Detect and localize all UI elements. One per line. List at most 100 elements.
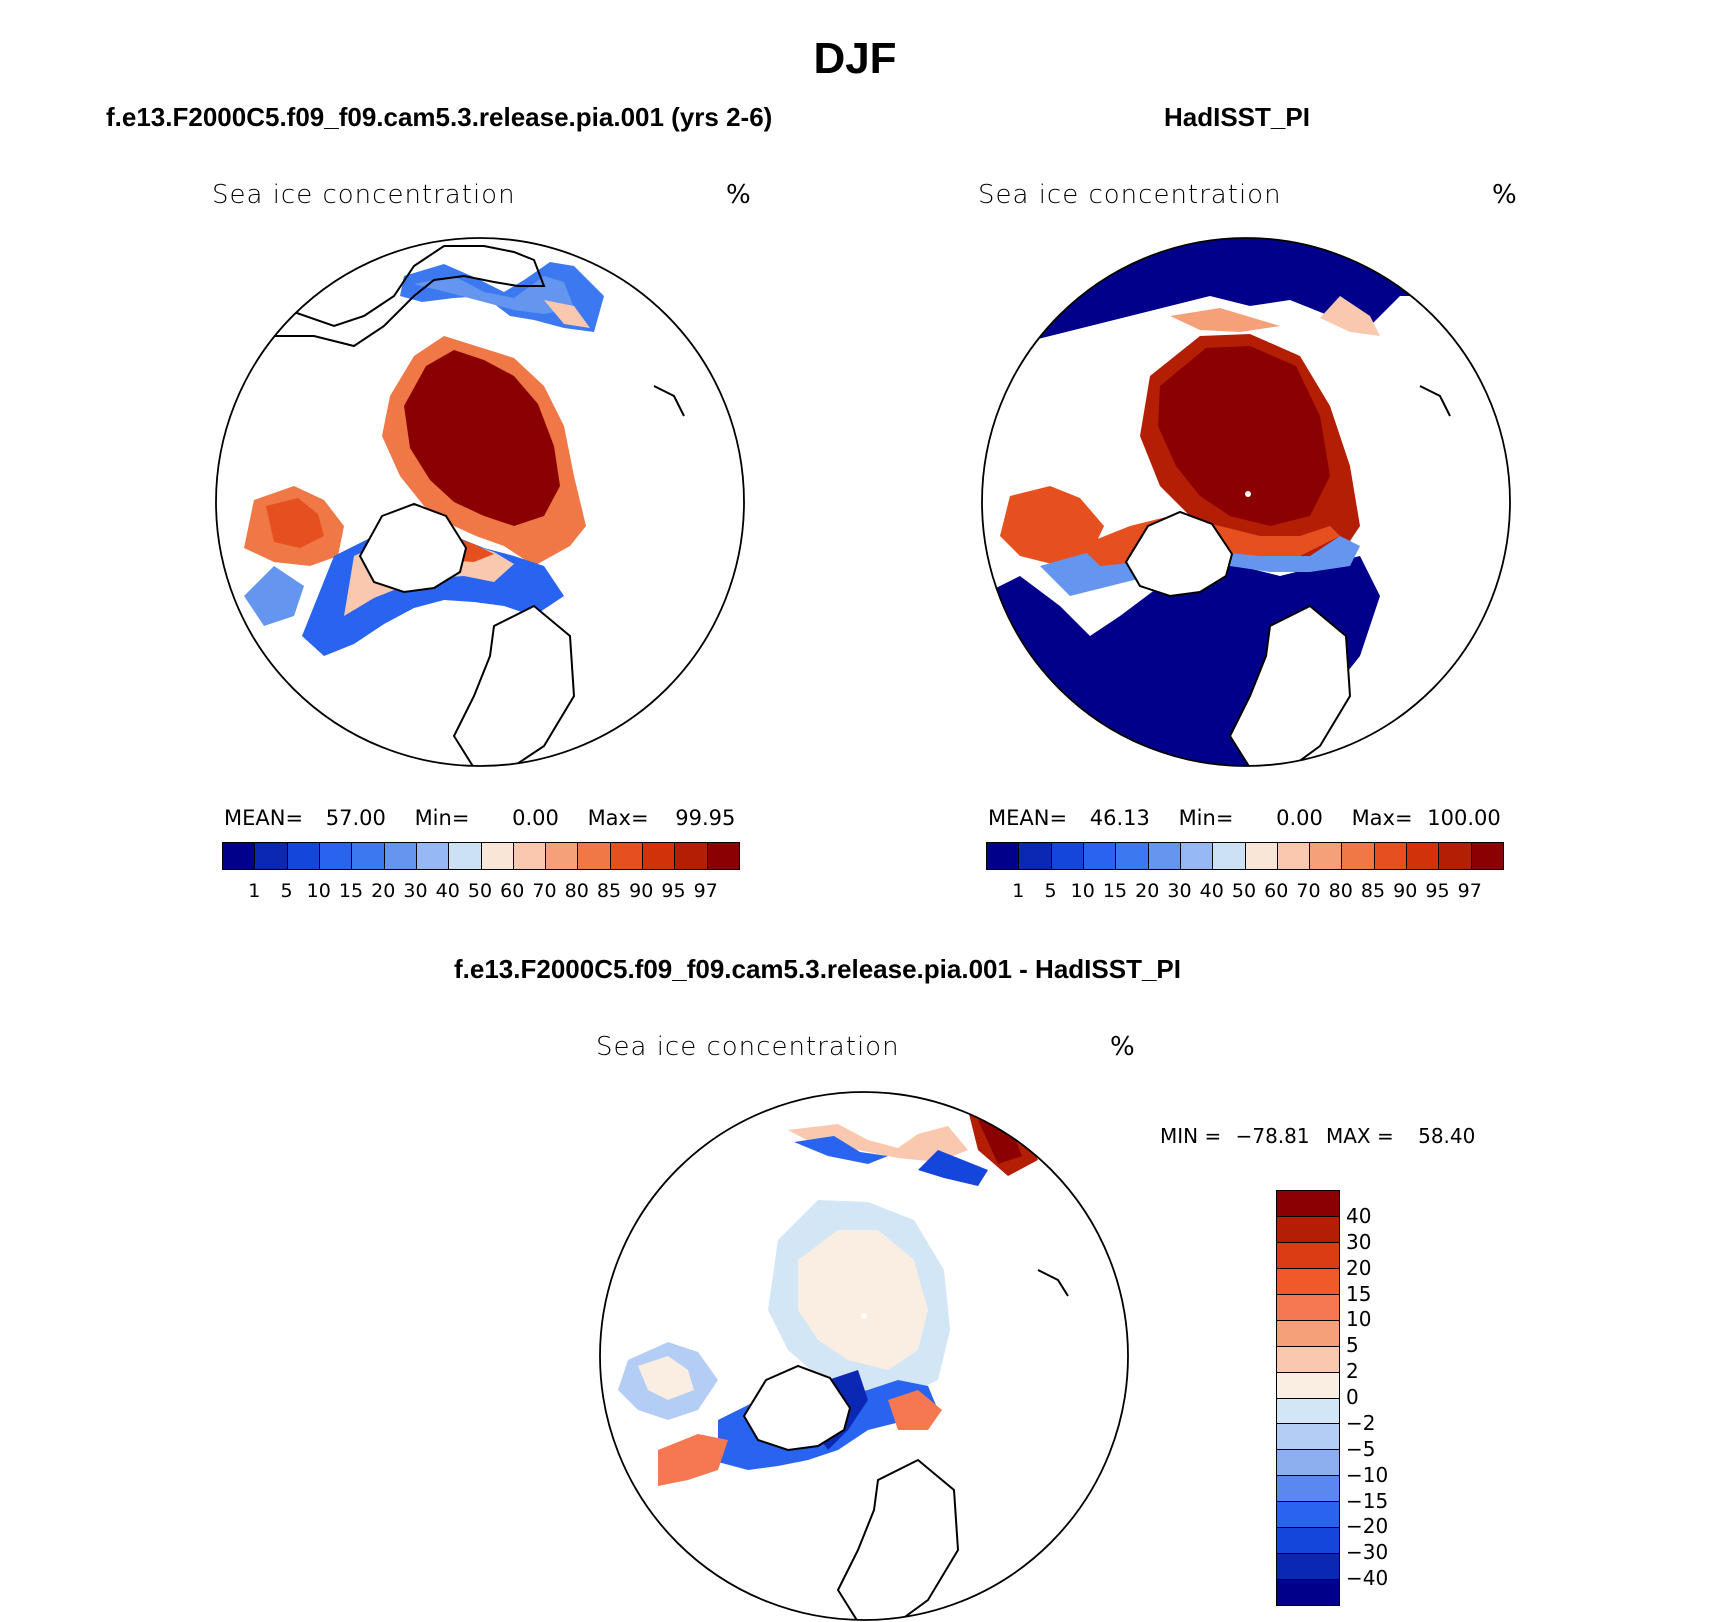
colorbar-tick-label: 20 — [1346, 1255, 1372, 1280]
difference-colorbar-ticks: 40 30 20 15 10 5 2 0 −2 −5 −10 −15 −20 −30 −40 — [1346, 1190, 1426, 1604]
colorbar-tick-label: 97 — [693, 880, 718, 902]
difference-colorbar — [1276, 1190, 1340, 1606]
colorbar-tick-label: 50 — [467, 880, 493, 902]
panel-2-case-title: HadISST_PI — [1164, 102, 1310, 132]
panel-2-min-label: Min= — [1178, 806, 1234, 830]
colorbar-swatch — [643, 843, 676, 869]
difference-min-value: −78.81 — [1235, 1124, 1310, 1148]
colorbar-tick-label: 5 — [1346, 1333, 1359, 1358]
colorbar-swatch — [546, 843, 579, 869]
panel-1-colorbar — [222, 842, 740, 870]
colorbar-tick-label: 5 — [1044, 880, 1057, 902]
colorbar-swatch — [1277, 1580, 1339, 1605]
colorbar-swatch — [1277, 1424, 1339, 1451]
panel-1-stats: MEAN= 57.00 Min= 0.00 Max= 99.95 — [224, 806, 735, 830]
colorbar-swatch — [1277, 1528, 1339, 1555]
colorbar-swatch — [1277, 1216, 1339, 1243]
colorbar-tick-label: 95 — [661, 880, 686, 902]
colorbar-tick-label: −20 — [1346, 1514, 1389, 1539]
colorbar-swatch — [223, 843, 256, 869]
colorbar-swatch — [319, 843, 353, 869]
difference-variable-label: Sea ice concentration — [596, 1032, 900, 1062]
colorbar-swatch — [481, 843, 514, 869]
colorbar-tick-label: −15 — [1346, 1488, 1389, 1513]
colorbar-swatch — [1277, 1346, 1339, 1373]
difference-unit-label: % — [1110, 1032, 1135, 1062]
colorbar-swatch — [610, 843, 644, 869]
colorbar-swatch — [1310, 843, 1343, 869]
colorbar-tick-label: −30 — [1346, 1540, 1389, 1565]
colorbar-swatch — [1019, 843, 1052, 869]
difference-min-label: MIN = — [1160, 1124, 1222, 1148]
panel-2-stats: MEAN= 46.13 Min= 0.00 Max= 100.00 — [988, 806, 1501, 830]
colorbar-tick-label: −2 — [1346, 1410, 1376, 1435]
colorbar-tick-label: −5 — [1346, 1436, 1376, 1461]
colorbar-swatch — [1051, 843, 1084, 869]
colorbar-swatch — [449, 843, 482, 869]
panel-1-max-label: Max= — [587, 806, 649, 830]
panel-2-colorbar — [986, 842, 1504, 870]
colorbar-tick-label: 30 — [403, 880, 428, 902]
colorbar-tick-label: 90 — [629, 880, 654, 902]
difference-stats: MIN = −78.81 MAX = 58.40 — [1160, 1124, 1475, 1148]
colorbar-tick-label: −10 — [1346, 1462, 1389, 1487]
colorbar-swatch — [1277, 1294, 1339, 1321]
colorbar-swatch — [1277, 1191, 1339, 1217]
colorbar-swatch — [513, 843, 547, 869]
colorbar-swatch — [1277, 1450, 1339, 1477]
colorbar-swatch — [707, 843, 739, 869]
panel-1-min-label: Min= — [414, 806, 470, 830]
panel-1-polar-map — [215, 237, 745, 767]
colorbar-swatch — [384, 843, 417, 869]
panel-2-variable-label: Sea ice concentration — [978, 180, 1282, 210]
colorbar-swatch — [1471, 843, 1503, 869]
panel-2-mean-label: MEAN= — [988, 806, 1068, 830]
colorbar-tick-label: 20 — [371, 880, 396, 902]
colorbar-swatch — [1245, 843, 1278, 869]
colorbar-swatch — [1277, 1242, 1339, 1269]
difference-max-value: 58.40 — [1418, 1124, 1476, 1148]
colorbar-swatch — [1277, 1320, 1339, 1347]
colorbar-swatch — [578, 843, 611, 869]
difference-max-label: MAX = — [1325, 1124, 1394, 1148]
colorbar-swatch — [1277, 1476, 1339, 1503]
colorbar-tick-label: 15 — [1346, 1281, 1372, 1306]
colorbar-tick-label: 50 — [1231, 880, 1257, 902]
colorbar-swatch — [1148, 843, 1181, 869]
panel-1-unit-label: % — [726, 180, 751, 210]
colorbar-swatch — [1277, 1268, 1339, 1295]
colorbar-tick-label: 5 — [280, 880, 293, 902]
colorbar-tick-label: 60 — [1264, 880, 1289, 902]
colorbar-tick-label: 95 — [1425, 880, 1450, 902]
colorbar-tick-label: 70 — [532, 880, 557, 902]
colorbar-swatch — [1374, 843, 1408, 869]
panel-1-variable-label: Sea ice concentration — [212, 180, 516, 210]
colorbar-tick-label: 60 — [500, 880, 525, 902]
colorbar-tick-label: 30 — [1167, 880, 1192, 902]
colorbar-swatch — [1277, 1372, 1339, 1399]
difference-title: f.e13.F2000C5.f09_f09.cam5.3.release.pia… — [454, 954, 1181, 984]
colorbar-swatch — [1439, 843, 1472, 869]
colorbar-swatch — [1083, 843, 1117, 869]
colorbar-swatch — [1277, 843, 1311, 869]
colorbar-tick-label: 97 — [1457, 880, 1482, 902]
colorbar-tick-label: 10 — [306, 880, 331, 902]
panel-2-min-value: 0.00 — [1276, 806, 1323, 830]
colorbar-swatch — [287, 843, 320, 869]
colorbar-swatch — [1116, 843, 1149, 869]
colorbar-swatch — [987, 843, 1020, 869]
colorbar-swatch — [1213, 843, 1246, 869]
colorbar-swatch — [1277, 1502, 1339, 1529]
colorbar-swatch — [675, 843, 708, 869]
colorbar-tick-label: 15 — [338, 880, 364, 902]
colorbar-swatch — [1180, 843, 1214, 869]
colorbar-tick-label: 30 — [1346, 1229, 1372, 1254]
colorbar-swatch — [255, 843, 288, 869]
colorbar-tick-label: 10 — [1346, 1307, 1372, 1332]
colorbar-swatch — [1407, 843, 1440, 869]
colorbar-tick-label: 70 — [1296, 880, 1321, 902]
panel-2-max-value: 100.00 — [1427, 806, 1501, 830]
colorbar-tick-label: 0 — [1346, 1385, 1359, 1409]
panel-1-min-value: 0.00 — [512, 806, 559, 830]
colorbar-tick-label: 20 — [1135, 880, 1160, 902]
